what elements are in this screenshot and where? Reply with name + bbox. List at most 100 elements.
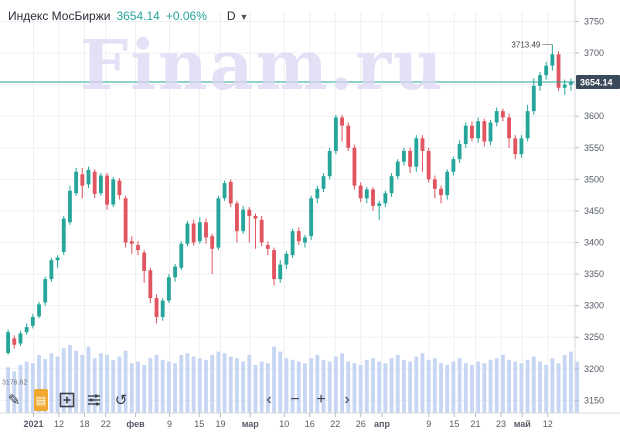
- candle-up: [519, 138, 524, 155]
- volume-bar: [55, 356, 60, 413]
- add-indicator-icon[interactable]: [57, 389, 77, 411]
- volume-bar: [278, 351, 283, 413]
- high-label: 3713.49: [511, 41, 540, 50]
- volume-bar: [98, 353, 103, 413]
- bar-style-icon[interactable]: ▤: [34, 389, 48, 411]
- candle-up: [303, 237, 307, 243]
- volume-bar: [204, 359, 208, 413]
- volume-bar: [86, 346, 91, 413]
- zoom-out-button[interactable]: −: [290, 391, 300, 408]
- volume-bar: [488, 359, 493, 413]
- time-tick-label: 2021: [23, 419, 43, 429]
- candle-up: [43, 279, 48, 303]
- volume-bar: [513, 361, 518, 413]
- time-tick-label: мар: [242, 419, 260, 429]
- candle-up: [488, 122, 493, 142]
- volume-bar: [476, 361, 481, 413]
- volume-bar: [30, 363, 35, 413]
- price-tick-label: 3400: [584, 237, 604, 247]
- volume-bar: [414, 356, 419, 413]
- candle-down: [259, 219, 264, 243]
- candle-up: [74, 171, 79, 194]
- volume-bar: [358, 364, 363, 413]
- volume-bar: [531, 356, 536, 413]
- volume-bar: [6, 367, 11, 413]
- candle-up: [216, 198, 221, 248]
- candle-up: [284, 253, 289, 265]
- reset-icon[interactable]: ↺: [114, 392, 128, 409]
- caret-down-icon: ▼: [239, 12, 249, 22]
- time-tick-label: 18: [79, 419, 89, 429]
- time-tick-label: 12: [54, 419, 64, 429]
- volume-bar: [235, 358, 239, 413]
- zoom-in-button[interactable]: +: [316, 391, 326, 408]
- candle-up: [166, 277, 171, 301]
- volume-bar: [568, 351, 573, 413]
- candle-down: [154, 298, 159, 318]
- volume-bar: [166, 361, 171, 413]
- volume-bar: [241, 361, 246, 413]
- candle-up: [98, 175, 103, 194]
- candle-up: [389, 176, 394, 194]
- interval-select[interactable]: D ▼: [227, 9, 249, 23]
- chart-header: Индекс МосБиржи 3654.14 +0.06% D ▼: [8, 6, 248, 26]
- volume-bar: [222, 353, 227, 413]
- candle-down: [556, 54, 561, 88]
- candle-up: [55, 257, 60, 261]
- volume-bar: [562, 354, 567, 413]
- volume-bar: [290, 359, 295, 413]
- candle-down: [142, 252, 147, 271]
- volume-bar: [154, 354, 159, 413]
- candle-down: [12, 338, 17, 345]
- volume-bar: [92, 358, 97, 413]
- volume-bar: [346, 361, 351, 413]
- sliders-icon[interactable]: [84, 389, 104, 411]
- candle-down: [191, 223, 196, 243]
- time-tick-label: 21: [470, 419, 480, 429]
- candle-up: [68, 190, 72, 223]
- volume-bar: [439, 363, 443, 413]
- chart-toolbar: ✎ ▤ ↺ ‹ − + ›: [0, 387, 570, 413]
- candle-up: [364, 189, 369, 199]
- volume-bar: [197, 358, 202, 413]
- volume-bar: [24, 361, 29, 413]
- candle-up: [494, 111, 499, 123]
- candle-up: [309, 198, 314, 237]
- candle-up: [550, 54, 555, 66]
- scroll-left-button[interactable]: ‹: [266, 391, 272, 408]
- scroll-right-button[interactable]: ›: [344, 391, 350, 408]
- time-tick-label: 12: [543, 419, 553, 429]
- volume-bar: [259, 361, 264, 413]
- candle-up: [327, 150, 332, 177]
- candle-up: [222, 183, 227, 199]
- volume-bar: [117, 356, 122, 413]
- volume-bar: [538, 361, 542, 413]
- volume-bar: [445, 364, 450, 413]
- candle-up: [290, 231, 295, 256]
- candle-down: [129, 241, 134, 244]
- candle-up: [414, 138, 419, 167]
- candle-up: [544, 65, 549, 76]
- volume-bar: [296, 361, 301, 413]
- candle-down: [470, 125, 474, 139]
- pencil-icon[interactable]: ✎: [7, 392, 21, 409]
- candle-down: [210, 236, 215, 249]
- candle-down: [408, 150, 413, 167]
- price-tick-label: 3450: [584, 206, 604, 216]
- candle-down: [420, 138, 425, 151]
- interval-value: D: [226, 9, 236, 23]
- candle-down: [105, 175, 109, 205]
- volume-bar: [550, 358, 555, 413]
- volume-bar: [575, 361, 580, 413]
- candle-down: [432, 179, 437, 189]
- time-tick-label: 15: [194, 419, 204, 429]
- volume-bar: [333, 356, 338, 413]
- candle-down: [439, 188, 443, 196]
- candle-down: [253, 215, 258, 219]
- candle-up: [6, 332, 11, 354]
- volume-bar: [129, 363, 134, 413]
- volume-bar: [173, 363, 177, 413]
- price-tick-label: 3550: [584, 143, 604, 153]
- price-tick-label: 3500: [584, 174, 604, 184]
